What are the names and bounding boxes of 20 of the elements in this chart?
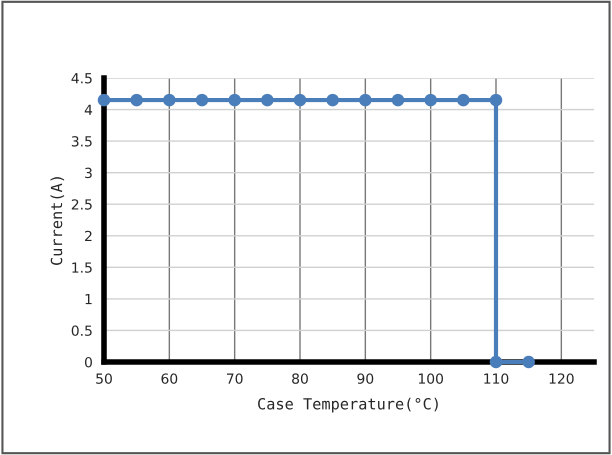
x-tick-label: 90 <box>357 373 374 384</box>
x-tick-label: 110 <box>484 373 508 384</box>
y-tick-label: 3 <box>85 168 92 178</box>
y-tick-label: 0 <box>84 356 92 368</box>
y-tick-label: 1.5 <box>72 262 92 273</box>
x-tick-label: 70 <box>226 373 243 384</box>
x-tick-label: 80 <box>292 373 308 384</box>
y-tick-label: 2.5 <box>72 199 92 210</box>
y-tick-label: 4.5 <box>71 73 92 84</box>
x-tick-label: 120 <box>550 373 574 384</box>
y-tick-label: 0.5 <box>72 325 92 336</box>
y-tick-label: 4 <box>84 104 92 115</box>
x-tick-label: 50 <box>96 373 112 384</box>
y-tick-label: 3.5 <box>72 136 92 147</box>
x-tick-label: 100 <box>418 373 443 384</box>
x-axis-title: Case Temperature(°C) <box>258 398 438 413</box>
x-tick-label: 60 <box>161 373 178 384</box>
y-axis-title: Current(A) <box>50 177 64 265</box>
y-tick-label: 1 <box>86 294 92 304</box>
y-tick-label: 2 <box>85 230 92 242</box>
